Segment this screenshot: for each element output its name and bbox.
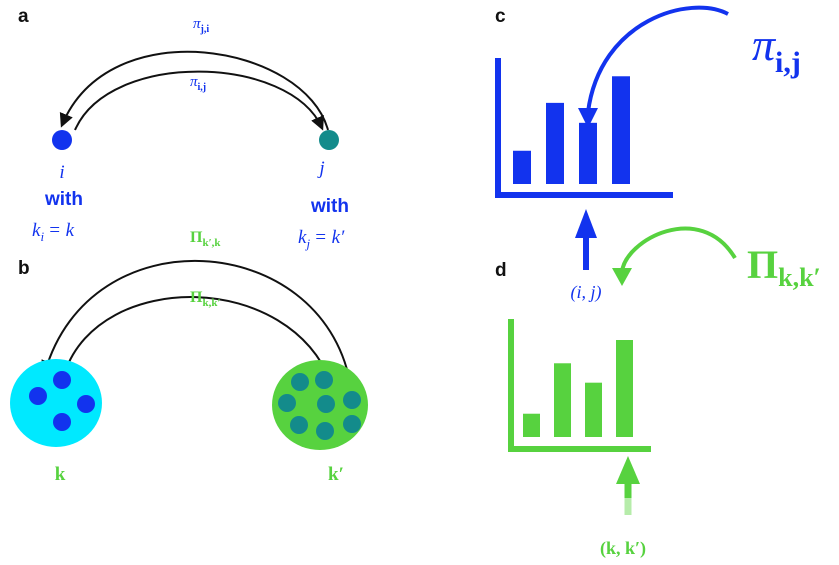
c-bar-1 xyxy=(513,150,531,184)
d-pointer-arrowhead xyxy=(612,268,632,286)
panel-b: b Πk′,k Πk,k′ k xyxy=(10,229,368,485)
node-i-with: with xyxy=(44,189,83,210)
member-node xyxy=(53,371,71,389)
panel-label-a: a xyxy=(18,6,29,27)
d-index-label: (k, k′) xyxy=(600,538,646,559)
member-node xyxy=(343,391,361,409)
c-index-label: (i, j) xyxy=(571,282,602,303)
c-bar-4 xyxy=(612,76,630,184)
c-pointer-arrow xyxy=(586,5,729,113)
c-bar-group xyxy=(513,76,630,184)
class-k-ellipse xyxy=(10,359,102,447)
d-bar-group xyxy=(523,340,633,437)
c-index-arrowhead xyxy=(575,209,597,238)
c-symbol: πi,j xyxy=(752,19,801,79)
panel-label-d: d xyxy=(495,260,507,281)
panel-label-b: b xyxy=(18,258,30,279)
member-node xyxy=(29,387,47,405)
panel-a: a πj,i πi,j i with ki = k j with kj = k′ xyxy=(18,6,349,251)
arc-j-to-i xyxy=(59,50,329,131)
arc-k-to-kp xyxy=(64,296,335,388)
member-node xyxy=(343,415,361,433)
class-k-group xyxy=(10,359,102,447)
member-node xyxy=(53,413,71,431)
d-bar-1 xyxy=(523,413,540,437)
d-bar-2 xyxy=(554,363,571,437)
c-pointer-arrowhead xyxy=(578,108,598,128)
panel-label-c: c xyxy=(495,6,506,27)
d-symbol: Πk,k′ xyxy=(747,242,821,292)
member-node xyxy=(316,422,334,440)
c-bar-2 xyxy=(546,102,564,184)
arc-kp-to-k xyxy=(41,260,351,383)
c-bar-3 xyxy=(579,122,597,184)
d-index-arrowhead xyxy=(616,456,640,484)
member-node xyxy=(278,394,296,412)
node-i xyxy=(52,130,72,150)
panel-c: c πi,j (i, j) xyxy=(495,5,801,303)
d-bar-4 xyxy=(616,340,633,437)
rate-pi-ij: πi,j xyxy=(190,74,206,93)
member-node xyxy=(77,395,95,413)
d-pointer-arrow xyxy=(620,226,737,273)
class-k-label: k xyxy=(55,464,66,485)
rate-pi-ji: πj,i xyxy=(193,16,209,35)
member-node xyxy=(315,371,333,389)
node-j-condition: kj = k′ xyxy=(298,227,345,251)
class-kp-group xyxy=(272,360,368,450)
panel-d: d Πk,k′ (k, k′) xyxy=(495,226,821,559)
rate-Pi-kpk: Πk′,k xyxy=(190,229,221,249)
node-j-name: j xyxy=(316,158,324,179)
class-kp-label: k′ xyxy=(328,464,344,485)
member-node xyxy=(317,395,335,413)
member-node xyxy=(291,373,309,391)
arc-i-to-j xyxy=(74,70,324,131)
node-j xyxy=(319,130,339,150)
d-bar-3 xyxy=(585,382,602,437)
node-i-name: i xyxy=(59,162,64,183)
rate-Pi-kkp: Πk,k′ xyxy=(190,289,221,309)
node-j-with: with xyxy=(310,196,349,217)
member-node xyxy=(290,416,308,434)
node-i-condition: ki = k xyxy=(32,220,75,244)
